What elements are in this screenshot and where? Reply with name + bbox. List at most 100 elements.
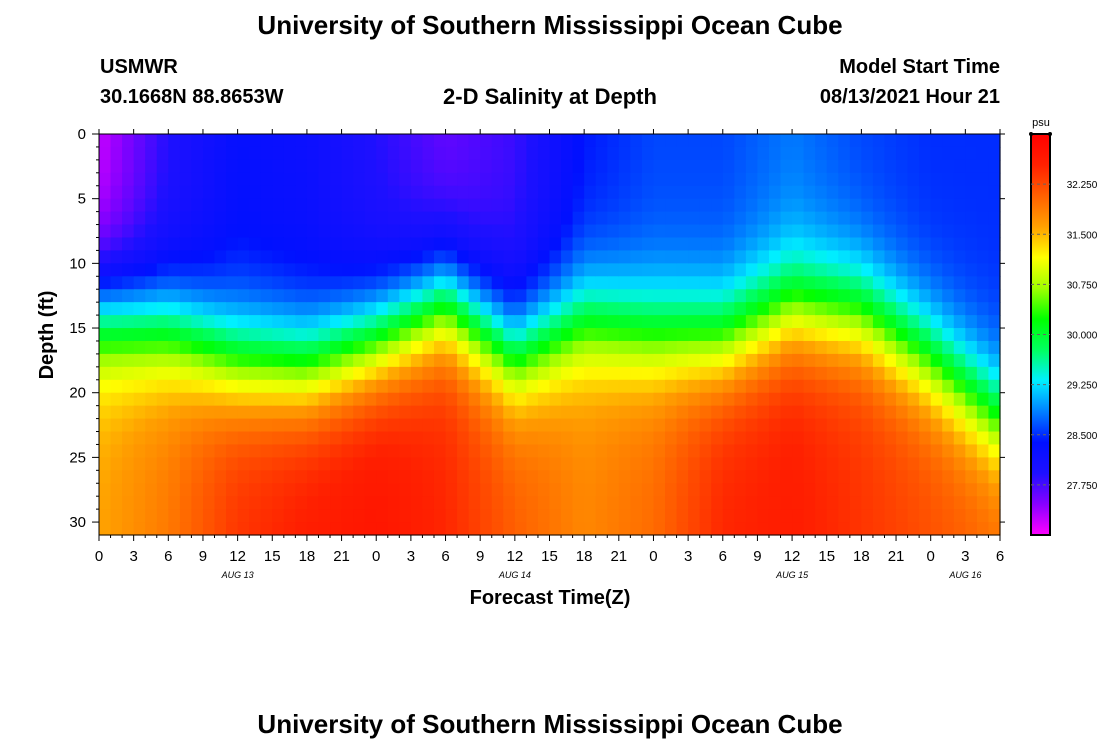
heatmap-cell (364, 315, 377, 329)
heatmap-cell (549, 366, 562, 381)
heatmap-cell (607, 392, 620, 407)
heatmap-cell (919, 353, 932, 368)
heatmap-cell (849, 315, 862, 329)
heatmap-cell (907, 185, 920, 200)
heatmap-cell (295, 302, 308, 316)
heatmap-cell (630, 379, 643, 394)
heatmap-cell (237, 340, 250, 355)
heatmap-cell (699, 172, 712, 187)
heatmap-cell (249, 431, 262, 446)
heatmap-cell (99, 250, 112, 264)
heatmap-cell (387, 198, 400, 213)
heatmap-cell (468, 457, 481, 471)
heatmap-cell (919, 185, 932, 200)
heatmap-cell (283, 302, 296, 316)
heatmap-cell (145, 392, 158, 407)
heatmap-cell (503, 379, 516, 394)
heatmap-cell (930, 470, 943, 484)
heatmap-cell (145, 483, 158, 497)
heatmap-cell (734, 444, 747, 458)
heatmap-cell (930, 431, 943, 446)
heatmap-cell (457, 328, 470, 342)
heatmap-cell (226, 340, 239, 355)
heatmap-cell (399, 509, 412, 523)
heatmap-cell (584, 198, 597, 213)
heatmap-cell (653, 444, 666, 458)
heatmap-cell (919, 418, 932, 433)
heatmap-cell (191, 172, 204, 187)
heatmap-cell (803, 392, 816, 407)
heatmap-cell (792, 392, 805, 407)
heatmap-cell (133, 340, 146, 355)
heatmap-cell (468, 276, 481, 290)
heatmap-cell (665, 457, 678, 471)
heatmap-cell (976, 392, 990, 407)
heatmap-cell (99, 340, 112, 355)
heatmap-cell (168, 431, 181, 446)
heatmap-cell (745, 211, 759, 226)
heatmap-cell (884, 379, 897, 394)
heatmap-cell (526, 134, 539, 148)
heatmap-cell (306, 172, 320, 187)
heatmap-cell (792, 185, 805, 200)
heatmap-cell (110, 366, 123, 381)
heatmap-cell (249, 134, 262, 148)
heatmap-cell (919, 496, 932, 510)
heatmap-cell (607, 289, 620, 303)
heatmap-cell (433, 470, 447, 484)
heatmap-cell (156, 353, 169, 368)
heatmap-cell (872, 263, 886, 277)
heatmap-cell (688, 263, 701, 277)
heatmap-cell (526, 379, 539, 394)
heatmap-cell (249, 328, 262, 342)
heatmap-cell (630, 211, 643, 226)
heatmap-cell (156, 211, 169, 226)
heatmap-cell (618, 302, 631, 316)
heatmap-cell (976, 353, 990, 368)
heatmap-cell (364, 328, 377, 342)
heatmap-cell (780, 509, 793, 523)
heatmap-cell (491, 431, 504, 446)
heatmap-cell (514, 224, 527, 239)
heatmap-cell (433, 289, 447, 303)
heatmap-cell (919, 522, 932, 536)
heatmap-cell (618, 250, 631, 264)
heatmap-cell (422, 276, 435, 290)
heatmap-cell (468, 146, 481, 161)
heatmap-cell (988, 237, 1001, 252)
heatmap-cell (780, 328, 793, 342)
heatmap-cell (849, 509, 862, 523)
heatmap-cell (942, 470, 955, 484)
heatmap-cell (803, 276, 816, 290)
heatmap-cell (849, 522, 862, 536)
heatmap-cell (688, 237, 701, 252)
heatmap-cell (896, 470, 909, 484)
heatmap-cell (942, 134, 955, 148)
heatmap-cell (295, 444, 308, 458)
heatmap-cell (988, 302, 1001, 316)
heatmap-cell (353, 237, 366, 252)
heatmap-cell (179, 496, 193, 510)
heatmap-cell (237, 470, 250, 484)
heatmap-cell (872, 431, 886, 446)
heatmap-cell (237, 522, 250, 536)
heatmap-cell (387, 509, 400, 523)
heatmap-cell (376, 134, 389, 148)
heatmap-cell (491, 496, 504, 510)
heatmap-cell (803, 185, 816, 200)
heatmap-cell (364, 185, 377, 200)
heatmap-cell (145, 315, 158, 329)
heatmap-cell (849, 431, 862, 446)
heatmap-cell (422, 263, 435, 277)
heatmap-cell (226, 146, 239, 161)
heatmap-cell (780, 405, 793, 420)
heatmap-cell (387, 211, 400, 226)
heatmap-cell (145, 237, 158, 252)
heatmap-cell (688, 418, 701, 433)
heatmap-cell (330, 470, 343, 484)
heatmap-cell (907, 250, 920, 264)
heatmap-cell (607, 237, 620, 252)
heatmap-cell (491, 237, 504, 252)
heatmap-cell (133, 392, 146, 407)
heatmap-cell (249, 379, 262, 394)
